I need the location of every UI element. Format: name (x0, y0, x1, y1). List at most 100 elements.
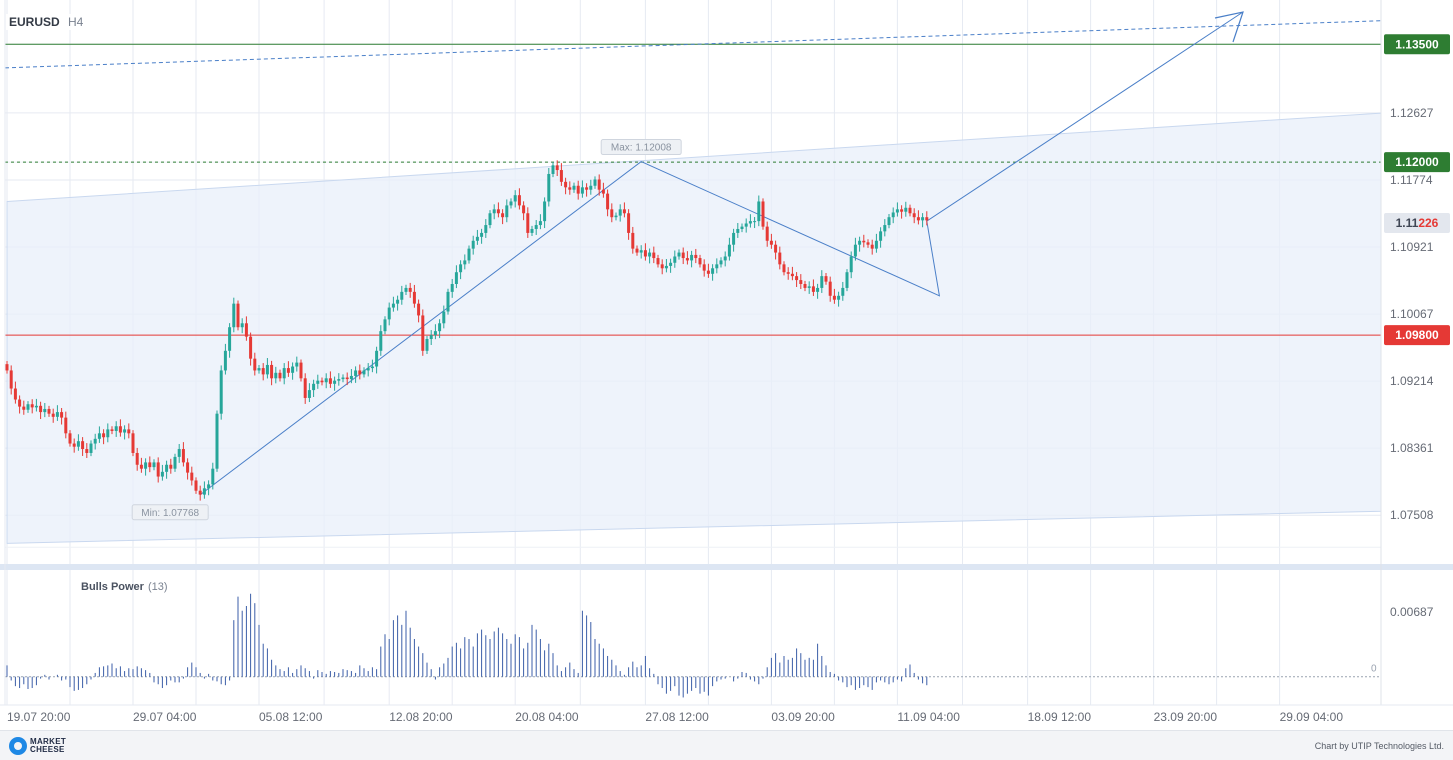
candle (366, 363, 370, 377)
candle-body (22, 406, 26, 410)
market-cheese-logo: MARKET CHEESE (9, 737, 66, 755)
indicator-param: (13) (148, 581, 168, 593)
chart-credit: Chart by UTIP Technologies Ltd. (1314, 741, 1444, 751)
candle-body (160, 471, 164, 477)
candle-body (778, 252, 782, 265)
candle-body (635, 248, 639, 253)
candle (622, 202, 626, 218)
candle-body (593, 179, 597, 186)
candle-body (152, 462, 156, 468)
candle-body (337, 379, 341, 381)
candle (606, 189, 610, 217)
candle (106, 423, 110, 443)
current-price-head: 1.11 (1396, 216, 1419, 230)
candle-body (463, 260, 467, 265)
candle (228, 323, 232, 358)
candle-body (585, 187, 589, 190)
candle (778, 246, 782, 270)
candle-body (211, 468, 215, 485)
arrow-head-icon (1214, 11, 1244, 43)
candle-body (606, 193, 610, 210)
candle-body (173, 456, 177, 469)
candle-body (261, 368, 265, 375)
candle (618, 204, 622, 222)
candle (921, 213, 925, 228)
candle-body (538, 221, 542, 226)
candle (421, 309, 425, 356)
candle (345, 372, 349, 386)
candle-body (513, 195, 517, 202)
candle (858, 236, 862, 252)
x-tick-label: 05.08 12:00 (259, 710, 323, 724)
candle (685, 251, 689, 265)
candle-body (215, 413, 219, 469)
candle (538, 214, 542, 230)
candle-body (862, 240, 866, 243)
candle (467, 245, 471, 264)
candle (165, 460, 169, 479)
candle (816, 283, 820, 299)
candle (236, 300, 240, 331)
candle-body (925, 217, 929, 221)
candle-body (60, 412, 64, 418)
candle-body (93, 438, 97, 444)
candle (387, 302, 391, 326)
candle-body (572, 185, 576, 190)
candle-body (774, 244, 778, 253)
candle (417, 299, 421, 323)
candle (55, 405, 59, 421)
candle (614, 212, 618, 221)
candle-body (547, 173, 551, 202)
candle (744, 218, 748, 233)
candle (34, 398, 38, 412)
candle (555, 160, 559, 177)
max-annotation-box (600, 139, 682, 156)
candle-body (858, 240, 862, 245)
logo-line1: MARKET (30, 737, 67, 746)
candle (601, 182, 605, 198)
candle-body (165, 464, 169, 472)
candle (160, 464, 164, 481)
candle (715, 258, 719, 274)
candle-body (81, 441, 85, 450)
candle-body (396, 299, 400, 304)
candle-body (198, 490, 202, 495)
candle (22, 400, 26, 415)
x-tick-label: 20.08 04:00 (515, 710, 579, 724)
candle (711, 264, 715, 281)
candle-body (123, 429, 127, 433)
candle (169, 458, 173, 474)
candle-body (706, 270, 710, 274)
candle (765, 221, 769, 247)
candle-body (324, 378, 328, 383)
candle-body (795, 276, 799, 281)
candle (908, 204, 912, 217)
logo-mark-icon (9, 737, 27, 755)
candle (593, 176, 597, 189)
candle (354, 366, 358, 383)
candle (702, 259, 706, 277)
candle-body (421, 315, 425, 351)
candle-body (601, 189, 605, 194)
candle-body (639, 250, 643, 253)
candle (97, 426, 101, 443)
price-line-label-box (1384, 34, 1450, 55)
candle-body (816, 287, 820, 292)
candle-body (501, 213, 505, 218)
candle-body (190, 472, 194, 481)
candle (463, 254, 467, 270)
candle (513, 190, 517, 208)
trend-lines (4, 11, 1382, 496)
candle (400, 285, 404, 305)
candle (639, 245, 643, 259)
candle (849, 251, 853, 279)
candle-body (194, 480, 198, 491)
candle (328, 371, 332, 388)
candle (26, 401, 30, 413)
candle (438, 319, 442, 339)
candle-body (740, 226, 744, 229)
current-price-label: 1.11226 (1396, 216, 1439, 230)
candle-body (328, 378, 332, 384)
candle-body (286, 368, 290, 373)
